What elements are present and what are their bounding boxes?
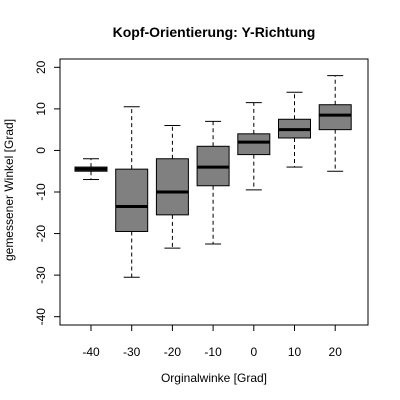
y-tick-label: -40	[34, 308, 48, 326]
y-tick-label: 0	[34, 147, 48, 154]
x-axis-label: Orginalwinke [Grad]	[161, 371, 267, 385]
box-iqr	[237, 133, 271, 156]
box-iqr	[155, 158, 189, 216]
y-tick-label: -30	[34, 266, 48, 284]
plot-area: 20 10 0 -10 -20 -30 -40 -40 -30 -20 -10 0 10 20	[34, 58, 369, 359]
box-iqr	[318, 104, 352, 131]
y-tick-label: 10	[34, 102, 48, 116]
box-iqr	[115, 168, 149, 232]
x-tick-label: -20	[164, 345, 182, 359]
x-tick-label: -40	[82, 345, 100, 359]
y-axis-label: gemessener Winkel [Grad]	[2, 119, 16, 261]
x-tick-label: -30	[123, 345, 141, 359]
y-tick-label: -10	[34, 183, 48, 201]
x-tick-label: 0	[250, 345, 257, 359]
y-tick-label: -20	[34, 225, 48, 243]
y-tick-label: 20	[34, 60, 48, 74]
x-tick-label: 20	[329, 345, 343, 359]
chart-title: Kopf-Orientierung: Y-Richtung	[113, 24, 316, 40]
x-tick-label: 10	[288, 345, 302, 359]
x-tick-label: -10	[204, 345, 222, 359]
